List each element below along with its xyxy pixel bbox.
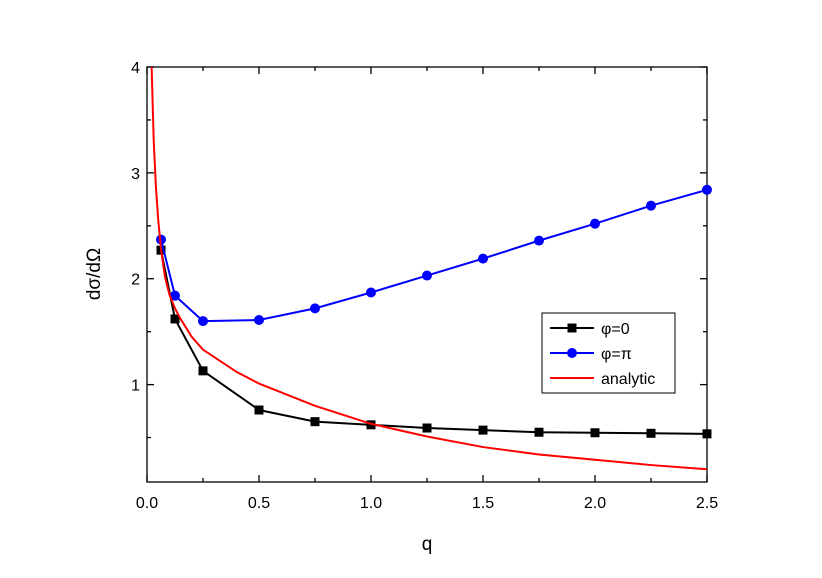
data-point [646,428,656,438]
y-tick-label: 1 [131,378,140,395]
series-line [160,249,707,435]
x-tick-label: 2.0 [584,495,606,512]
y-tick-label: 2 [131,272,140,289]
legend-label: analytic [601,371,655,388]
legend-label: φ=0 [601,321,630,338]
data-point [198,366,208,376]
data-point [478,253,488,264]
y-tick-label: 4 [131,60,140,77]
data-point [646,200,656,211]
data-point [478,425,488,435]
x-tick-label: 1.5 [472,495,494,512]
data-point [254,405,264,415]
data-point [198,316,208,327]
data-point [702,429,712,439]
data-point [310,417,320,427]
data-point [590,428,600,438]
legend-marker [567,348,577,358]
data-point [590,218,600,229]
data-point [422,270,432,281]
legend-label: φ=π [601,346,632,363]
series-circle [156,184,712,327]
data-point [170,290,180,301]
axis-ticks [146,66,708,482]
series-line [150,67,707,471]
x-tick-label: 0.0 [136,495,158,512]
x-tick-label: 1.0 [360,495,382,512]
y-tick-labels: 1 2 3 4 [131,60,140,395]
x-tick-label: 2.5 [696,495,718,512]
x-tick-label: 0.5 [248,495,270,512]
x-tick-labels: 0.0 0.5 1.0 1.5 2.0 2.5 [136,495,718,512]
y-tick-label: 3 [131,166,140,183]
data-point [422,423,432,433]
data-point [702,184,712,195]
series-none [150,67,707,471]
data-point [170,314,180,324]
data-point [366,420,376,430]
data-point [254,315,264,326]
data-point [366,287,376,298]
data-point [310,303,320,314]
series-square [156,245,712,439]
series-layer [150,67,712,471]
legend: φ=0 φ=π analytic [541,312,676,394]
y-axis-title: dσ/dΩ [84,248,105,300]
series-line [160,188,707,323]
x-axis-title: q [422,534,433,555]
data-point [534,235,544,246]
data-point [534,427,544,437]
legend-marker [567,323,577,333]
